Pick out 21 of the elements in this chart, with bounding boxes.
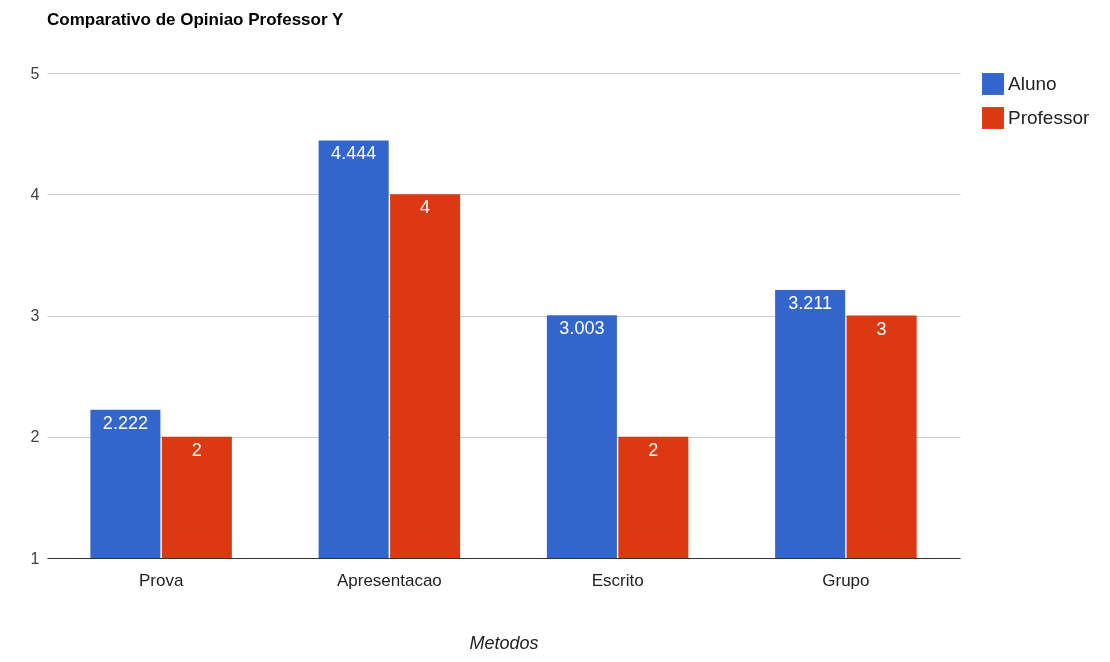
legend-label: Professor xyxy=(1008,107,1090,128)
data-label: 3 xyxy=(876,318,887,339)
data-label: 2.222 xyxy=(102,412,148,433)
data-label: 3.003 xyxy=(559,318,605,339)
y-tick-label: 2 xyxy=(30,428,40,446)
x-tick-label: Escrito xyxy=(591,570,644,590)
y-tick-label: 4 xyxy=(30,185,40,203)
legend-label: Aluno xyxy=(1008,73,1057,94)
y-tick-label: 5 xyxy=(30,64,40,82)
x-tick-label: Grupo xyxy=(822,570,870,590)
data-label: 2 xyxy=(191,439,202,460)
data-label: 2 xyxy=(648,439,659,460)
data-label: 3.211 xyxy=(788,292,832,313)
data-label: 4.444 xyxy=(331,143,377,164)
y-tick-label: 1 xyxy=(30,549,40,567)
data-label: 4 xyxy=(420,197,431,218)
chart-title: Comparativo de Opiniao Professor Y xyxy=(47,10,344,29)
x-tick-label: Apresentacao xyxy=(336,570,442,590)
x-axis-title: Metodos xyxy=(469,632,539,653)
x-tick-label: Prova xyxy=(138,570,184,590)
y-tick-label: 3 xyxy=(30,307,40,324)
